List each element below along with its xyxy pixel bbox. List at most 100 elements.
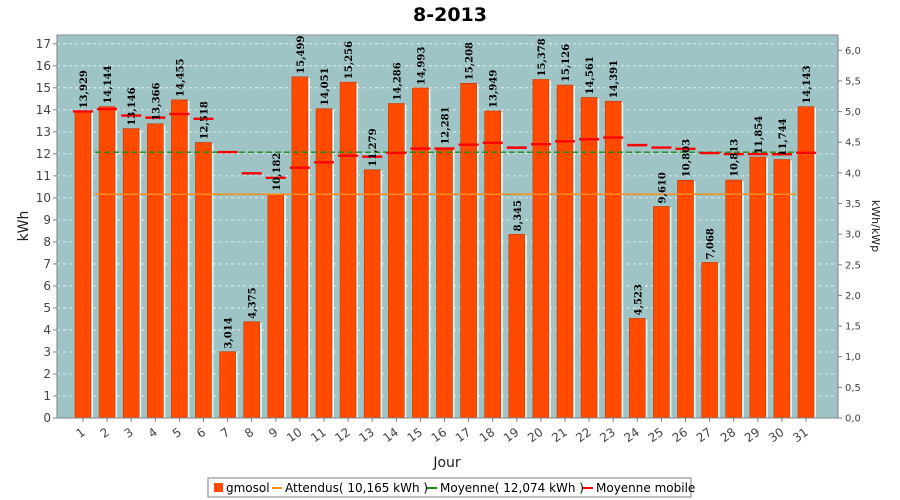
value-label-day-1: 13,929 (79, 70, 90, 108)
y2-tick-label-2: 1,0 (845, 352, 861, 363)
value-label-day-19: 8,345 (513, 200, 524, 231)
value-label-day-17: 15,208 (465, 42, 476, 80)
x-tick-label-29: 30 (766, 425, 787, 445)
value-label-day-30: 11,744 (778, 118, 789, 156)
x-tick-label-0: 1 (73, 425, 87, 441)
value-label-day-3: 13,146 (127, 87, 138, 125)
y-tick-label-4: 4 (43, 323, 51, 337)
y-tick-label-11: 11 (36, 169, 51, 183)
chart-title: 8-2013 (413, 4, 487, 26)
y-tick-label-14: 14 (36, 103, 51, 117)
x-tick-label-19: 20 (525, 425, 546, 445)
x-tick-label-18: 19 (501, 425, 522, 445)
bar-day-4 (147, 123, 164, 419)
bar-day-28 (725, 179, 743, 419)
value-label-day-4: 13,366 (151, 82, 162, 120)
y2-tick-label-3: 1,5 (845, 322, 861, 333)
bar-day-1 (74, 111, 92, 419)
x-tick-label-7: 8 (242, 425, 256, 441)
y2-tick-label-8: 4,0 (845, 168, 861, 179)
value-label-day-15: 14,993 (416, 47, 427, 85)
x-tick-label-15: 16 (429, 425, 450, 445)
x-tick-label-9: 10 (284, 425, 305, 445)
x-tick-label-25: 26 (670, 425, 691, 445)
x-tick-label-30: 31 (790, 425, 811, 445)
x-tick-label-4: 5 (170, 425, 184, 441)
legend-entry-attendus: Attendus( 10,165 kWh ) (285, 481, 428, 495)
bar-day-8 (243, 321, 260, 419)
bar-day-17 (460, 82, 477, 419)
bar-day-16 (436, 147, 453, 419)
value-label-day-27: 7,068 (706, 228, 717, 259)
bar-day-6 (195, 142, 212, 419)
y2-tick-label-5: 2,5 (845, 260, 861, 271)
value-label-day-23: 14,391 (609, 60, 620, 98)
bar-day-20 (532, 79, 550, 419)
bar-day-7 (219, 351, 236, 419)
value-label-day-28: 10,813 (730, 139, 741, 177)
x-tick-label-6: 7 (218, 425, 232, 441)
value-label-day-7: 3,014 (224, 317, 235, 348)
bar-day-23 (604, 100, 622, 419)
value-label-day-14: 14,286 (392, 62, 403, 100)
legend: gmosol Attendus( 10,165 kWh ) Moyenne( 1… (207, 477, 695, 498)
x-tick-label-1: 2 (98, 425, 112, 441)
bar-day-12 (339, 81, 357, 419)
y-tick-label-5: 5 (43, 301, 51, 315)
x-axis-label: Jour (432, 455, 461, 471)
bar-day-24 (628, 318, 646, 419)
y-tick-label-13: 13 (36, 125, 51, 139)
y2-tick-label-12: 6,0 (845, 46, 861, 57)
x-tick-label-16: 17 (453, 425, 474, 445)
value-label-day-8: 4,375 (248, 287, 259, 318)
x-tick-label-11: 12 (332, 425, 353, 445)
value-label-day-11: 14,051 (320, 67, 331, 105)
value-label-day-24: 4,523 (633, 284, 644, 315)
x-tick-label-13: 14 (380, 425, 401, 445)
value-label-day-25: 9,610 (657, 172, 668, 203)
x-tick-label-14: 15 (405, 425, 426, 445)
x-tick-label-28: 29 (742, 425, 763, 445)
x-tick-label-21: 22 (573, 425, 594, 445)
y-tick-label-7: 7 (43, 257, 51, 271)
x-axis: 1 2 3 4 5 6 7 8 9 10 11 12 13 14 15 16 17 18 19 20 21 22 23 24 2… (57, 417, 838, 445)
x-tick-label-22: 23 (597, 425, 618, 445)
value-label-day-13: 11,279 (368, 128, 379, 166)
y-tick-label-6: 6 (43, 279, 51, 293)
x-tick-label-24: 25 (646, 425, 667, 445)
x-tick-label-17: 18 (477, 425, 498, 445)
bar-day-5 (171, 99, 188, 419)
value-label-day-9: 10,182 (272, 153, 283, 191)
value-label-day-18: 13,949 (489, 70, 500, 108)
y-tick-label-9: 9 (43, 213, 51, 227)
y2-axis: 0,0 0,5 1,0 1,5 2,0 2,5 3,0 3,5 4,0 4,5 5,0 5,5 6,0 (837, 35, 861, 425)
value-label-day-2: 14,144 (103, 65, 114, 103)
value-labels: 13,929 14,144 13,146 13,366 14,455 12,518 3,01… (79, 36, 813, 349)
bar-day-14 (387, 103, 405, 419)
bar-day-3 (122, 128, 140, 419)
value-label-day-31: 14,143 (802, 65, 813, 103)
value-label-day-22: 14,561 (585, 56, 596, 94)
y2-tick-label-11: 5,5 (845, 76, 861, 87)
legend-swatch-gmosol (214, 483, 223, 492)
value-label-day-10: 15,499 (296, 36, 307, 74)
x-tick-label-3: 4 (146, 425, 160, 441)
y-tick-label-3: 3 (43, 345, 51, 359)
bar-day-10 (291, 76, 309, 419)
y-tick-label-10: 10 (36, 191, 51, 205)
bar-day-9 (267, 193, 285, 419)
y2-tick-label-4: 2,0 (845, 291, 861, 302)
value-label-day-21: 15,126 (561, 44, 572, 82)
bar-day-21 (556, 84, 574, 419)
x-tick-label-8: 9 (266, 425, 280, 441)
y-axis-label: kWh (16, 211, 32, 242)
y-tick-label-0: 0 (43, 411, 51, 425)
y2-tick-label-7: 3,5 (845, 199, 861, 210)
x-tick-label-5: 6 (194, 425, 208, 441)
y2-tick-label-6: 3,0 (845, 230, 861, 241)
y2-tick-label-10: 5,0 (845, 107, 861, 118)
y-tick-label-12: 12 (36, 147, 51, 161)
bar-day-22 (580, 97, 598, 419)
x-tick-label-23: 24 (621, 425, 642, 445)
